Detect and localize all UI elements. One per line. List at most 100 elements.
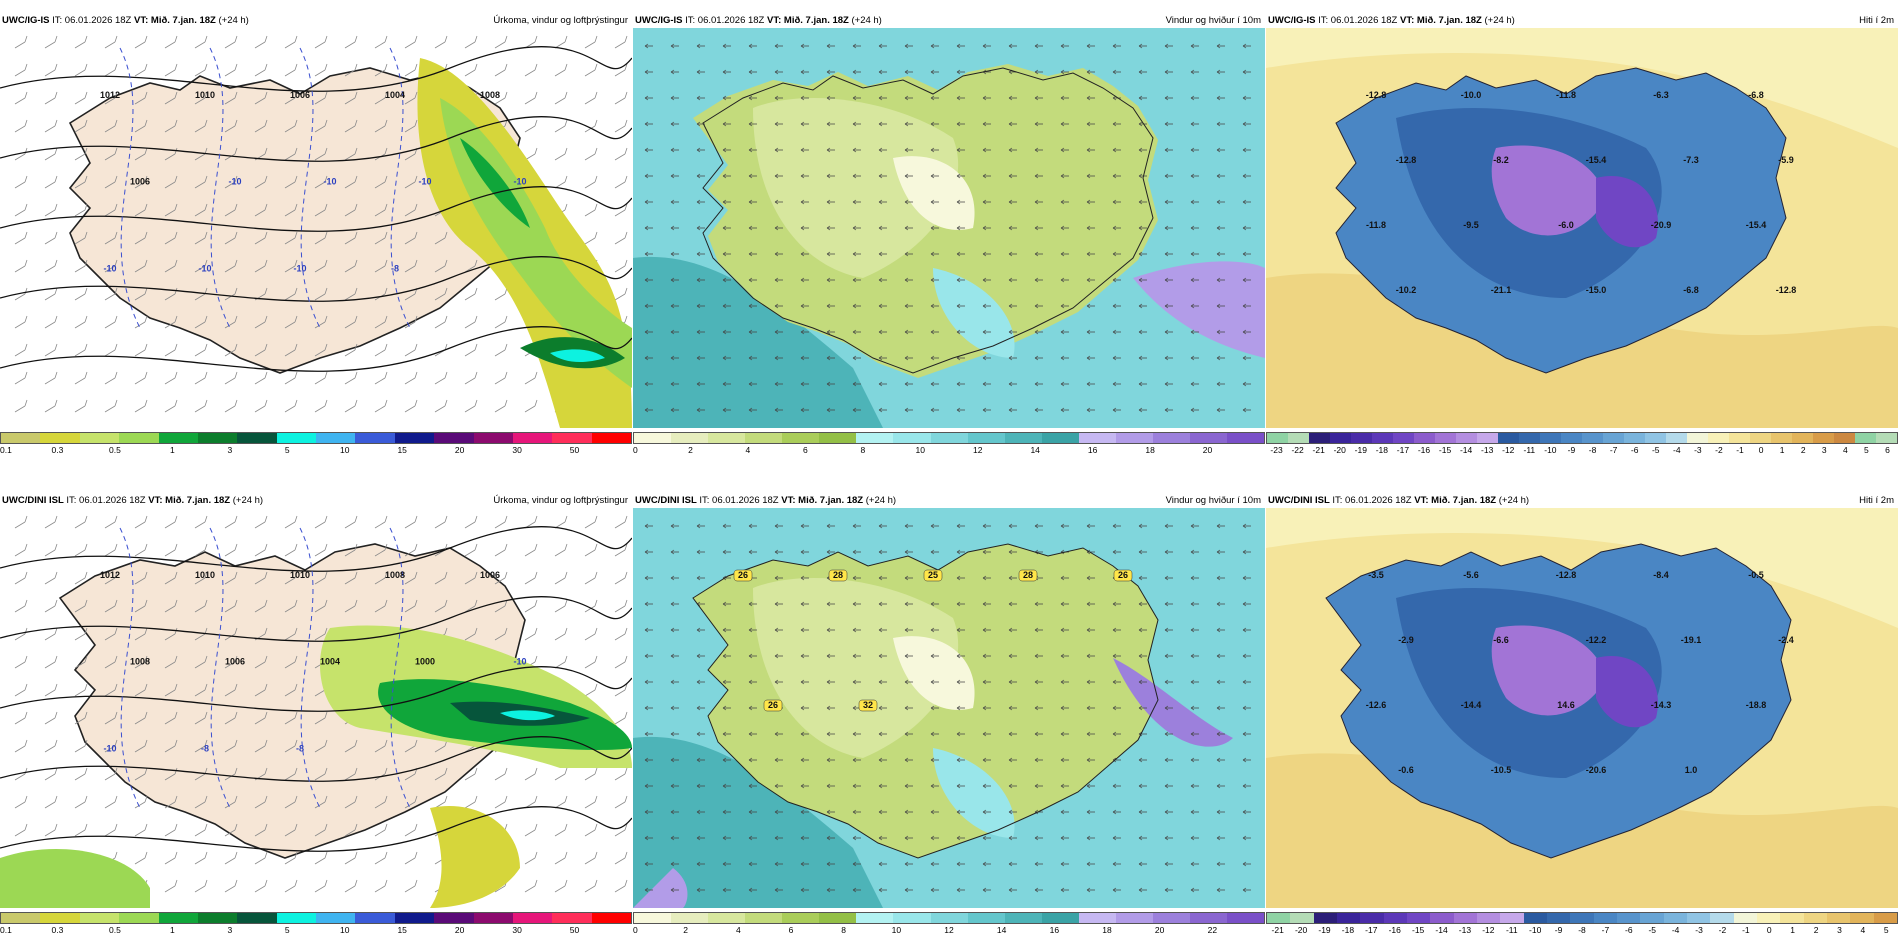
panel-header: UWC/IG-IS IT: 06.01.2026 18Z VT: Mið. 7.… <box>1266 12 1898 28</box>
gust-label: 28 <box>1023 570 1033 580</box>
legend-swatch <box>1435 433 1456 443</box>
legend-tick-label: 14 <box>996 925 1007 935</box>
lead-time: (+24 h) <box>863 495 897 506</box>
legend-swatch <box>1477 433 1498 443</box>
isoline-label: 1006 <box>225 657 245 667</box>
map-area[interactable]: 1012 1010 1010 1008 1006 1008 1006 1004 1000 -10 -… <box>0 508 632 908</box>
map-area[interactable]: -12.8 -10.0 -11.8 -6.3 -6.8 -12.8 -8.2 -15.4 -7.… <box>1266 28 1898 428</box>
temperature-label: -5.6 <box>1463 570 1479 580</box>
legend-swatch <box>1666 433 1687 443</box>
legend-tick-label: -2 <box>1718 925 1727 935</box>
temperature-label: -3.5 <box>1368 570 1384 580</box>
temperature-label: -2.9 <box>1398 635 1414 645</box>
legend-tick-label: -21 <box>1271 925 1284 935</box>
legend-tick-label: -21 <box>1312 445 1325 455</box>
isoline-label: 1006 <box>290 90 310 100</box>
gust-label: 26 <box>1118 570 1128 580</box>
wind-valley <box>933 268 1015 358</box>
map-area[interactable] <box>633 28 1265 428</box>
temperature-label: -12.8 <box>1556 570 1577 580</box>
color-legend-bar <box>1266 432 1898 444</box>
legend-swatch <box>1780 913 1804 923</box>
legend-swatch <box>1309 433 1330 443</box>
legend-tick-label: -23 <box>1270 445 1283 455</box>
isoline-label: 1000 <box>415 657 435 667</box>
model-name: UWC/IG-IS <box>635 15 683 26</box>
temperature-label: -14.3 <box>1651 700 1672 710</box>
coastline <box>1335 67 1787 374</box>
legend-tick-label: -4 <box>1673 445 1681 455</box>
map-area[interactable]: 26 28 25 28 26 26 32 <box>633 508 1265 908</box>
legend-tick-label: -13 <box>1481 445 1494 455</box>
isoline-label: 1008 <box>480 90 500 100</box>
legend-swatch <box>1360 913 1384 923</box>
legend-tick-label: -14 <box>1435 925 1448 935</box>
temperature-label: -12.8 <box>1366 90 1387 100</box>
legend-tick-label: -9 <box>1554 925 1563 935</box>
panel-title: Hiti í 2m <box>1859 495 1894 506</box>
isotherms <box>119 527 411 809</box>
map-area[interactable]: 1012 1010 1006 1004 1008 1006 -10 -10 -10 -10 -10 -… <box>0 28 632 428</box>
legend-swatch <box>316 433 356 443</box>
legend-tick-label: 1 <box>169 445 175 455</box>
legend-swatch <box>782 913 820 923</box>
legend-swatch <box>1414 433 1435 443</box>
legend-tick-label: -9 <box>1567 445 1576 455</box>
wind-land-light <box>753 98 959 278</box>
temperature-label: -14.4 <box>1461 700 1482 710</box>
legend-tick-label: -5 <box>1648 925 1656 935</box>
legend-tick-label: 10 <box>915 445 925 455</box>
legend-swatch <box>1383 913 1407 923</box>
legend-swatch <box>1313 913 1337 923</box>
legend-tick-label: 15 <box>397 445 407 455</box>
legend-swatch <box>1115 913 1153 923</box>
temperature-label: -6.8 <box>1748 90 1764 100</box>
legend-swatch <box>1624 433 1645 443</box>
map-canvas: 1012 1010 1006 1004 1008 1006 -10 -10 -10 -10 -10 -… <box>0 28 632 428</box>
legend-tick-label: 8 <box>860 445 866 455</box>
legend-swatch <box>158 913 198 923</box>
legend-swatch <box>1290 913 1314 923</box>
legend-tick-label: 20 <box>1202 445 1213 455</box>
isoline-label: -10 <box>293 263 306 273</box>
gust-label: 25 <box>928 570 938 580</box>
legend-swatch <box>1330 433 1351 443</box>
temperature-field <box>1266 508 1898 908</box>
legend-swatch <box>1687 433 1708 443</box>
color-legend-bar <box>633 912 1265 924</box>
legend-tick-label: -7 <box>1609 445 1618 455</box>
legend-swatch <box>1267 433 1288 443</box>
legend-ticks: 0.1 0.3 0.5 1 3 5 10 15 20 30 50 <box>0 445 632 457</box>
legend-swatch <box>1771 433 1792 443</box>
map-canvas <box>633 28 1265 428</box>
lead-time: (+24 h) <box>215 15 249 26</box>
map-area[interactable]: -3.5 -5.6 -12.8 -8.4 -0.5 -2.9 -6.6 -12.2 -19.1 -… <box>1266 508 1898 908</box>
legend-tick-label: 6 <box>788 925 794 935</box>
legend-swatch <box>316 913 356 923</box>
legend-swatch <box>79 433 120 443</box>
gust-label: 28 <box>833 570 843 580</box>
panel-header: UWC/DINI ISL IT: 06.01.2026 18Z VT: Mið.… <box>633 492 1265 508</box>
legend-swatch <box>1873 913 1897 923</box>
legend-swatch <box>1708 433 1729 443</box>
isobars <box>0 46 632 372</box>
legend-swatch <box>1430 913 1454 923</box>
legend-swatch <box>1115 433 1153 443</box>
gust-badge <box>1113 569 1133 582</box>
color-legend-bar <box>0 432 632 444</box>
legend-swatch <box>745 913 783 923</box>
legend-tick-label: -14 <box>1459 445 1473 455</box>
temperature-label: -15.0 <box>1586 285 1607 295</box>
legend-swatch <box>119 433 159 443</box>
temperature-label: -0.6 <box>1398 765 1414 775</box>
temperature-label: -10.5 <box>1491 765 1512 775</box>
legend-swatch <box>819 913 857 923</box>
legend-tick-label: 1 <box>1779 445 1785 455</box>
isoline-label: -10 <box>513 657 526 667</box>
legend-tick-label: -2 <box>1715 445 1723 455</box>
legend-swatch <box>1041 913 1079 923</box>
legend-swatch <box>856 433 894 443</box>
temp-land-coldest <box>1596 176 1658 248</box>
legend-tick-label: 2 <box>1800 445 1806 455</box>
map-panel-wind: UWC/IG-IS IT: 06.01.2026 18Z VT: Mið. 7.… <box>633 12 1265 472</box>
